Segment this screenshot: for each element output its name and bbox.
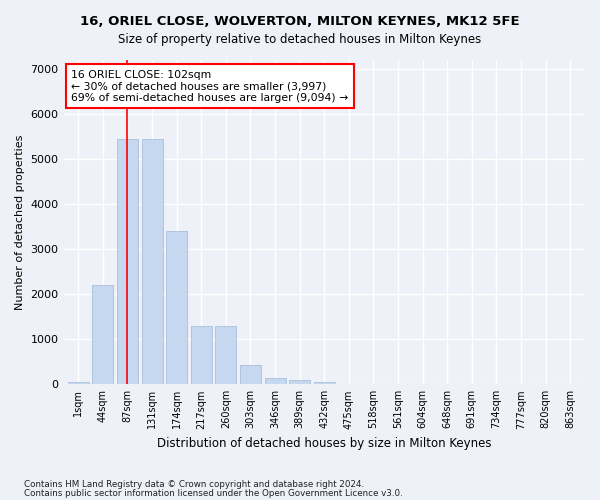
Y-axis label: Number of detached properties: Number of detached properties [15,134,25,310]
Text: Size of property relative to detached houses in Milton Keynes: Size of property relative to detached ho… [118,32,482,46]
Bar [314,382,335,384]
Bar [215,326,236,384]
Bar [68,382,89,384]
Bar [92,285,113,384]
Bar [166,231,187,384]
Text: Contains public sector information licensed under the Open Government Licence v3: Contains public sector information licen… [24,488,403,498]
X-axis label: Distribution of detached houses by size in Milton Keynes: Distribution of detached houses by size … [157,437,491,450]
Text: 16 ORIEL CLOSE: 102sqm
← 30% of detached houses are smaller (3,997)
69% of semi-: 16 ORIEL CLOSE: 102sqm ← 30% of detached… [71,70,349,103]
Text: Contains HM Land Registry data © Crown copyright and database right 2024.: Contains HM Land Registry data © Crown c… [24,480,364,489]
Bar [142,139,163,384]
Text: 16, ORIEL CLOSE, WOLVERTON, MILTON KEYNES, MK12 5FE: 16, ORIEL CLOSE, WOLVERTON, MILTON KEYNE… [80,15,520,28]
Bar [117,139,138,384]
Bar [265,378,286,384]
Bar [191,326,212,384]
Bar [240,365,261,384]
Bar [289,380,310,384]
